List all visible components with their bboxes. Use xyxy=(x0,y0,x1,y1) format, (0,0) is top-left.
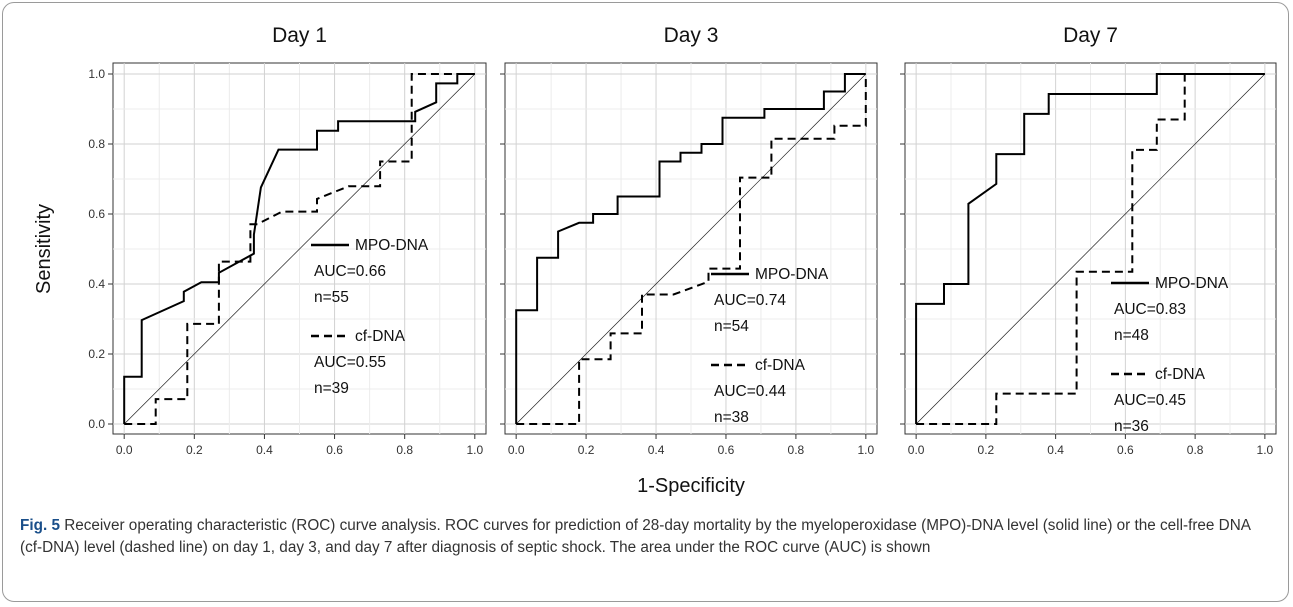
legend-n: n=55 xyxy=(314,289,349,306)
legend-series-name: cf-DNA xyxy=(355,328,406,345)
panel-title: Day 1 xyxy=(272,24,327,47)
reference-diagonal xyxy=(515,73,867,425)
legend-auc: AUC=0.66 xyxy=(314,263,386,280)
x-tick-label: 0.8 xyxy=(788,443,805,457)
y-tick-label: 0.8 xyxy=(88,137,105,151)
x-tick-label: 0.0 xyxy=(908,443,925,457)
legend-n: n=39 xyxy=(314,380,349,397)
x-tick-label: 0.4 xyxy=(256,443,273,457)
x-tick-label: 0.2 xyxy=(978,443,995,457)
x-axis-label: 1-Specificity xyxy=(637,475,745,497)
mpo-dna-curve xyxy=(123,73,475,424)
legend-auc: AUC=0.45 xyxy=(1114,392,1186,409)
y-tick-label: 1.0 xyxy=(88,67,105,81)
cf-dna-curve xyxy=(516,74,867,425)
legend-auc: AUC=0.74 xyxy=(714,292,786,309)
legend-series-name: cf-DNA xyxy=(1155,366,1206,383)
y-tick-label: 0.2 xyxy=(88,347,105,361)
y-tick-label: 0.6 xyxy=(88,207,105,221)
legend-series-name: MPO-DNA xyxy=(755,266,829,283)
mpo-dna-curve xyxy=(515,73,866,424)
panel-title: Day 7 xyxy=(1063,24,1118,47)
legend-auc: AUC=0.55 xyxy=(314,354,386,371)
y-tick-label: 0.0 xyxy=(88,417,105,431)
mpo-dna-curve xyxy=(915,73,1265,424)
legend-n: n=36 xyxy=(1114,418,1149,435)
y-axis-label: Sensitivity xyxy=(33,204,55,294)
x-tick-label: 0.8 xyxy=(1187,443,1204,457)
x-tick-label: 0.2 xyxy=(578,443,595,457)
x-tick-label: 0.0 xyxy=(508,443,525,457)
caption-text: Receiver operating characteristic (ROC) … xyxy=(20,517,1251,556)
legend-n: n=48 xyxy=(1114,327,1149,344)
legend-auc: AUC=0.44 xyxy=(714,383,786,400)
legend-series-name: MPO-DNA xyxy=(355,237,429,254)
panel-title: Day 3 xyxy=(664,24,719,47)
x-tick-label: 0.6 xyxy=(1117,443,1134,457)
caption-label: Fig. 5 xyxy=(20,517,60,534)
x-tick-label: 1.0 xyxy=(466,443,483,457)
legend-n: n=54 xyxy=(714,318,749,335)
x-tick-label: 0.4 xyxy=(1047,443,1064,457)
x-tick-label: 1.0 xyxy=(857,443,874,457)
cf-dna-curve xyxy=(916,73,1265,425)
y-tick-label: 0.4 xyxy=(88,277,105,291)
legend-n: n=38 xyxy=(714,409,749,426)
x-tick-label: 0.2 xyxy=(186,443,203,457)
x-tick-label: 1.0 xyxy=(1257,443,1274,457)
x-tick-label: 0.4 xyxy=(648,443,665,457)
legend-auc: AUC=0.83 xyxy=(1114,301,1186,318)
legend-series-name: cf-DNA xyxy=(755,357,806,374)
x-tick-label: 0.0 xyxy=(116,443,133,457)
reference-diagonal xyxy=(123,73,476,425)
roc-figure: 0.0 0.0 0.2 0.2 0.4 0.4 0.6 0.6 0.8 0.8 1.0 1.0 Day … xyxy=(33,24,1277,497)
reference-diagonal xyxy=(915,73,1266,425)
figure-caption: Fig. 5 Receiver operating characteristic… xyxy=(20,515,1270,558)
x-tick-label: 0.8 xyxy=(396,443,413,457)
x-tick-label: 0.6 xyxy=(326,443,343,457)
x-tick-label: 0.6 xyxy=(718,443,735,457)
legend-series-name: MPO-DNA xyxy=(1155,275,1229,292)
